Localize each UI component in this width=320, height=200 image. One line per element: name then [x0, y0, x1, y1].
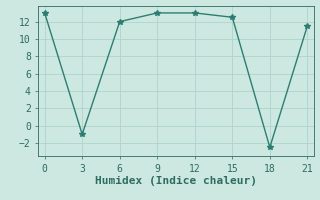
X-axis label: Humidex (Indice chaleur): Humidex (Indice chaleur) [95, 176, 257, 186]
